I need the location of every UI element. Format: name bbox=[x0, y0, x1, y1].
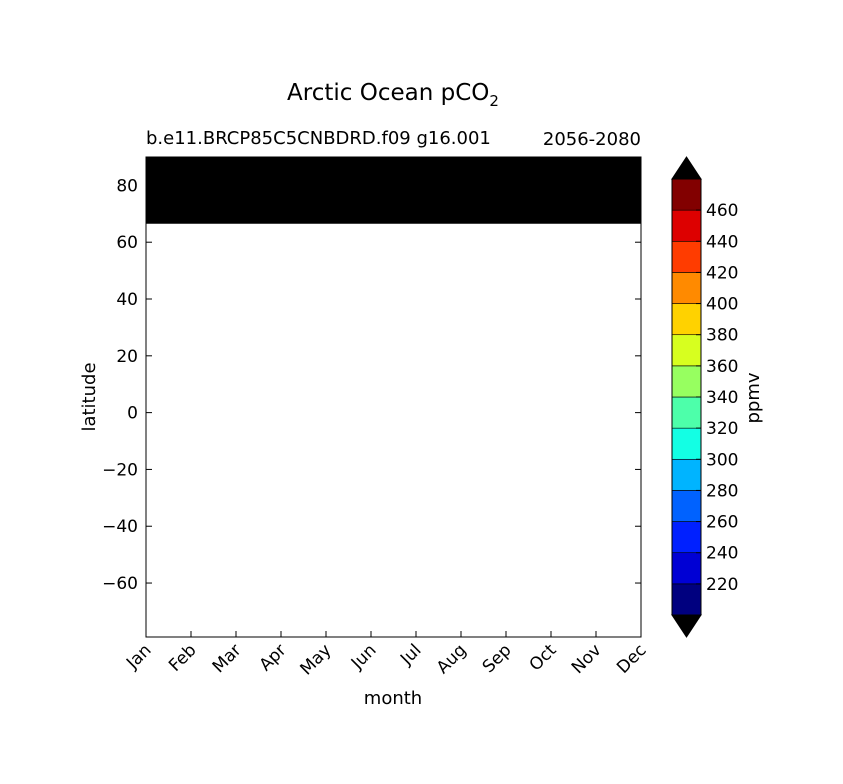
x-tick-label: Jan bbox=[122, 640, 155, 673]
colorbar-extend-under bbox=[671, 614, 702, 638]
chart-title-main: Arctic Ocean pCO bbox=[287, 80, 489, 106]
colorbar-bin bbox=[671, 178, 702, 211]
y-tick-label: −40 bbox=[102, 517, 138, 537]
colorbar-label: ppmv bbox=[743, 372, 764, 423]
colorbar-tick-label: 260 bbox=[706, 513, 738, 533]
pco2-filled-band bbox=[146, 157, 641, 224]
colorbar-bin bbox=[671, 272, 702, 304]
x-tick-label: Dec bbox=[613, 640, 650, 677]
colorbar-tick-label: 460 bbox=[706, 201, 738, 221]
y-tick-label: −60 bbox=[102, 574, 138, 594]
y-tick-label: 60 bbox=[116, 233, 138, 253]
colorbar-bin bbox=[671, 552, 702, 585]
x-tick-label: Sep bbox=[479, 640, 516, 677]
x-tick-label: Jun bbox=[347, 640, 381, 674]
colorbar-bin bbox=[671, 303, 702, 336]
colorbar-tick-label: 280 bbox=[706, 481, 738, 501]
colorbar-bin bbox=[671, 521, 702, 554]
y-tick-label: −20 bbox=[102, 460, 138, 480]
colorbar-bin bbox=[671, 209, 702, 242]
colorbar-bin bbox=[671, 240, 702, 273]
x-tick-label: Mar bbox=[209, 640, 246, 677]
chart-subtitle-right: 2056-2080 bbox=[543, 129, 641, 150]
chart-title: Arctic Ocean pCO2 bbox=[287, 80, 499, 110]
x-axis-label: month bbox=[364, 688, 422, 709]
x-tick-label: Apr bbox=[256, 640, 291, 675]
colorbar-tick-label: 440 bbox=[706, 232, 738, 252]
x-tick-label: Aug bbox=[433, 640, 471, 678]
chart-title-subscript: 2 bbox=[489, 92, 499, 110]
colorbar-tick-label: 400 bbox=[706, 295, 738, 315]
y-tick-label: 20 bbox=[116, 347, 138, 367]
plot-background bbox=[146, 157, 641, 637]
y-axis-label: latitude bbox=[79, 362, 100, 431]
colorbar-tick-label: 360 bbox=[706, 357, 738, 377]
colorbar-bin bbox=[671, 490, 702, 522]
x-tick-label: May bbox=[297, 640, 336, 679]
y-tick-label: 40 bbox=[116, 290, 138, 310]
x-tick-label: Nov bbox=[568, 640, 606, 678]
colorbar-tick-label: 220 bbox=[706, 575, 738, 595]
colorbar-bin bbox=[671, 583, 702, 616]
colorbar-extend-over bbox=[671, 156, 702, 180]
colorbar-tick-label: 300 bbox=[706, 450, 738, 470]
colorbar: 220 240 260 280 300 320 340 360 380 400 420 440 460 bbox=[671, 156, 738, 638]
colorbar-bin bbox=[671, 427, 702, 460]
x-tick-label: Feb bbox=[165, 640, 200, 675]
colorbar-tick-label: 240 bbox=[706, 544, 738, 564]
x-tick-label: Jul bbox=[396, 640, 425, 669]
plot-frame bbox=[145, 156, 642, 638]
colorbar-bin bbox=[671, 334, 702, 367]
x-tick-label: Oct bbox=[526, 640, 561, 675]
colorbar-tick-label: 320 bbox=[706, 419, 738, 439]
chart-subtitle-left: b.e11.BRCP85C5CNBDRD.f09 g16.001 bbox=[146, 128, 491, 149]
colorbar-tick-label: 340 bbox=[706, 388, 738, 408]
colorbar-tick-label: 380 bbox=[706, 326, 738, 346]
plot-area: 80 60 40 20 0 −20 −40 −60 Jan Feb Mar Apr May Jun Jul A… bbox=[102, 156, 651, 679]
colorbar-bin bbox=[671, 458, 702, 491]
y-tick-label: 0 bbox=[127, 404, 138, 424]
colorbar-bin bbox=[671, 396, 702, 429]
y-tick-label: 80 bbox=[116, 176, 138, 196]
colorbar-tick-label: 420 bbox=[706, 263, 738, 283]
colorbar-bin bbox=[671, 365, 702, 398]
